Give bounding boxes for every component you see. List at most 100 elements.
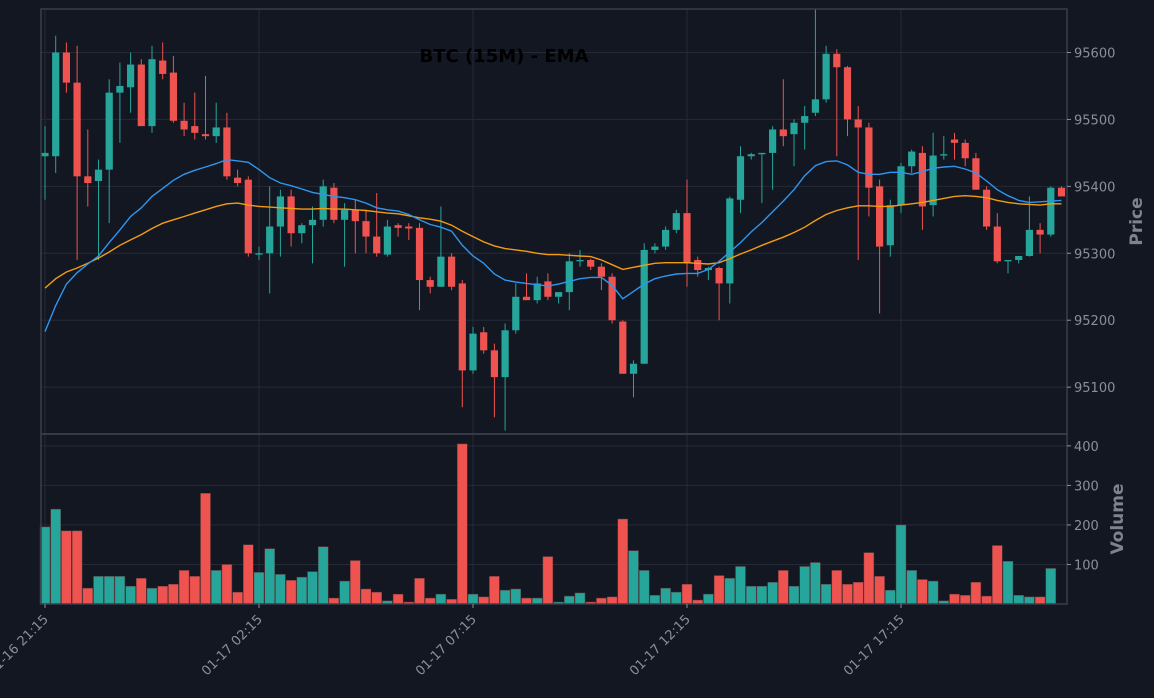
volume-bar	[296, 576, 308, 605]
candle	[983, 186, 991, 230]
candle-body	[308, 219, 317, 226]
candle	[458, 280, 466, 408]
candle-body	[758, 152, 766, 155]
candle	[683, 179, 691, 287]
volume-bar	[810, 562, 821, 605]
candle-body	[619, 321, 627, 374]
volume-bar	[243, 544, 254, 605]
volume-bar	[1045, 568, 1057, 605]
volume-bar	[1013, 595, 1024, 605]
volume-bar	[767, 582, 778, 605]
candle-body	[512, 296, 520, 331]
candle-body	[961, 142, 969, 159]
candle	[929, 132, 937, 217]
candle	[415, 223, 424, 311]
volume-bar	[146, 587, 158, 605]
candle-body	[84, 176, 92, 184]
volume-bar	[93, 576, 104, 605]
volume-bar	[424, 597, 436, 605]
candle-body	[351, 209, 359, 222]
candle	[1036, 223, 1044, 254]
volume-bar	[521, 597, 532, 605]
volume-bar	[317, 546, 329, 605]
volume-bar	[457, 443, 468, 605]
candle	[201, 75, 210, 140]
volume-bar	[61, 530, 72, 605]
price-tick-label: 95300	[1074, 247, 1115, 262]
candle	[640, 243, 648, 364]
volume-bar	[1034, 596, 1046, 605]
candle	[779, 79, 787, 147]
volume-bar	[414, 578, 425, 605]
candle-body	[940, 154, 948, 156]
candle-body	[597, 266, 605, 277]
candle	[41, 126, 49, 200]
volume-bar	[885, 589, 896, 605]
candle-body	[458, 283, 466, 371]
candle-body	[876, 186, 884, 247]
candle	[854, 106, 862, 260]
candle-body	[811, 99, 819, 113]
volume-bar	[489, 576, 500, 605]
volume-bar	[467, 593, 479, 605]
candle	[843, 65, 852, 137]
candle-body	[726, 198, 734, 284]
candle	[715, 266, 723, 321]
candle-body	[94, 169, 103, 182]
candle	[801, 106, 809, 150]
candle-body	[779, 129, 787, 137]
candle	[287, 189, 295, 247]
candle	[469, 326, 477, 374]
candle-body	[437, 256, 445, 287]
candle-body	[341, 209, 349, 220]
candle-body	[672, 213, 680, 230]
volume-bar	[103, 576, 115, 605]
candle	[522, 273, 531, 301]
volume-tick-label: 300	[1074, 479, 1099, 494]
candle	[276, 189, 284, 257]
volume-bar	[745, 585, 757, 605]
candle-body	[1025, 229, 1033, 256]
volume-bar	[788, 585, 800, 605]
candle-body	[608, 276, 616, 321]
candle	[341, 203, 349, 267]
candle-body	[865, 127, 873, 188]
candle-body	[330, 187, 338, 220]
volume-bar	[863, 552, 875, 605]
volume-bar	[606, 596, 618, 605]
candle	[426, 276, 434, 294]
candle-body	[747, 154, 755, 157]
candle-body	[843, 67, 852, 120]
candle-body	[426, 280, 434, 287]
volume-bar	[564, 595, 575, 605]
candle	[587, 258, 595, 271]
candle-body	[501, 330, 509, 378]
candle	[223, 112, 231, 180]
candle-body	[159, 60, 167, 74]
volume-bar	[1002, 561, 1014, 605]
volume-bar	[970, 582, 982, 605]
candle-body	[522, 296, 531, 301]
candle	[148, 45, 156, 133]
candle-body	[587, 259, 595, 267]
candle-body	[769, 129, 777, 153]
candle-body	[662, 229, 670, 247]
candle-body	[683, 213, 691, 264]
candle	[918, 146, 926, 230]
candle	[726, 196, 734, 304]
volume-bar	[959, 595, 971, 605]
candle	[629, 360, 638, 398]
candle	[501, 323, 509, 431]
candle	[1015, 255, 1023, 264]
volume-bar	[596, 597, 607, 605]
volume-bar	[328, 597, 340, 605]
candle	[972, 152, 980, 190]
volume-bar	[221, 564, 233, 605]
volume-bar	[617, 518, 629, 605]
volume-bar	[927, 580, 939, 605]
candle	[480, 326, 488, 354]
candle-body	[52, 52, 60, 157]
candle	[811, 9, 819, 117]
candle	[512, 283, 520, 334]
